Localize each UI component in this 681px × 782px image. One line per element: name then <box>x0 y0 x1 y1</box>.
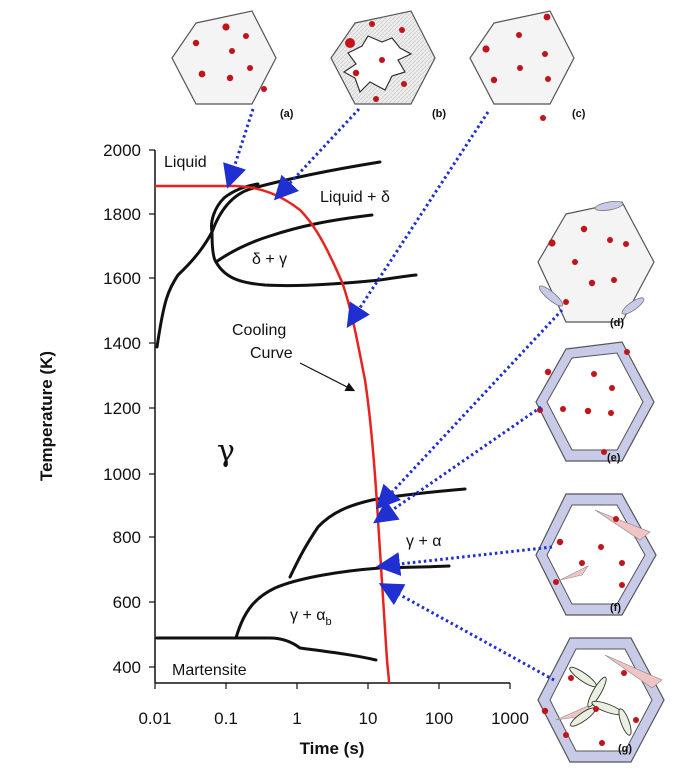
x-axis-title: Time (s) <box>300 739 365 758</box>
y-tick-label: 1600 <box>103 269 141 288</box>
delta-gamma-lower-line <box>214 260 418 288</box>
liquidus-delta-line <box>155 160 382 349</box>
arrow-b <box>273 107 361 201</box>
panel-label-d: (d) <box>610 317 624 329</box>
y-axis-title: Temperature (K) <box>37 351 56 481</box>
panel-label-b: (b) <box>432 108 446 120</box>
region-gamma-alpha: γ + α <box>406 533 441 550</box>
bainite-start-line <box>155 636 378 662</box>
y-tick-label: 400 <box>113 658 141 677</box>
plot-frame <box>154 150 510 684</box>
gamma-alpha-start-line <box>288 487 467 579</box>
panel-label-g: (g) <box>618 743 632 755</box>
delta-gamma-upper-line <box>210 213 374 264</box>
gamma-alpha-finish-line <box>234 564 451 640</box>
microstructure-panel-a: (a) <box>171 10 294 120</box>
y-tick-label: 1000 <box>103 465 141 484</box>
arrow-g <box>378 583 555 682</box>
panel-label-a: (a) <box>280 108 294 120</box>
x-tick-label: 1000 <box>491 709 529 728</box>
y-tick-label: 600 <box>113 593 141 612</box>
panel-label-f: (f) <box>610 602 621 614</box>
cooling-curve-annotation: Cooling Curve <box>232 322 356 392</box>
x-tick-label: 1 <box>292 709 301 728</box>
cooling-curve <box>155 184 391 684</box>
y-tick-label: 800 <box>113 528 141 547</box>
region-gamma-alpha-b: γ + αb <box>290 607 332 628</box>
cooling-label-line1: Cooling <box>232 322 286 339</box>
microstructure-panel-g: (g) <box>537 637 665 763</box>
x-tick-label: 100 <box>425 709 453 728</box>
region-delta-gamma: δ + γ <box>252 251 287 268</box>
region-liquid: Liquid <box>164 154 207 171</box>
microstructure-panel-b: (b) <box>330 10 446 120</box>
microstructure-panel-f: (f) <box>535 493 657 616</box>
region-liquid-delta: Liquid + δ <box>320 189 390 206</box>
x-tick-label: 0.1 <box>214 709 238 728</box>
y-axis: 2000 1800 1600 1400 1200 1000 800 600 40… <box>37 141 155 677</box>
panel-arrows <box>223 107 564 682</box>
region-martensite: Martensite <box>172 662 247 679</box>
cooling-label-line2: Curve <box>250 345 293 362</box>
x-tick-label: 0.01 <box>138 709 171 728</box>
arrow-a <box>223 108 255 189</box>
arrow-d <box>375 308 564 510</box>
x-tick-label: 10 <box>359 709 378 728</box>
microstructure-panel-d: (d) <box>537 200 655 329</box>
phase-boundaries <box>155 160 467 662</box>
y-tick-label: 1800 <box>103 205 141 224</box>
liquidus-delta-curve-left <box>210 182 260 234</box>
arrow-c <box>346 111 490 329</box>
x-axis: 0.01 0.1 1 10 100 1000 Time (s) <box>138 683 529 758</box>
region-labels: Liquid Liquid + δ δ + γ γ γ + α γ + αb M… <box>164 154 441 679</box>
y-tick-label: 2000 <box>103 141 141 160</box>
arrow-f <box>376 545 553 576</box>
arrow-e <box>373 405 542 524</box>
y-tick-label: 1200 <box>103 399 141 418</box>
panel-label-c: (c) <box>572 108 586 120</box>
y-tick-label: 1400 <box>103 334 141 353</box>
microstructure-panel-e: (e) <box>535 341 655 464</box>
microstructure-panel-c: (c) <box>469 10 586 121</box>
region-gamma: γ <box>217 434 235 469</box>
panel-label-e: (e) <box>607 452 621 464</box>
